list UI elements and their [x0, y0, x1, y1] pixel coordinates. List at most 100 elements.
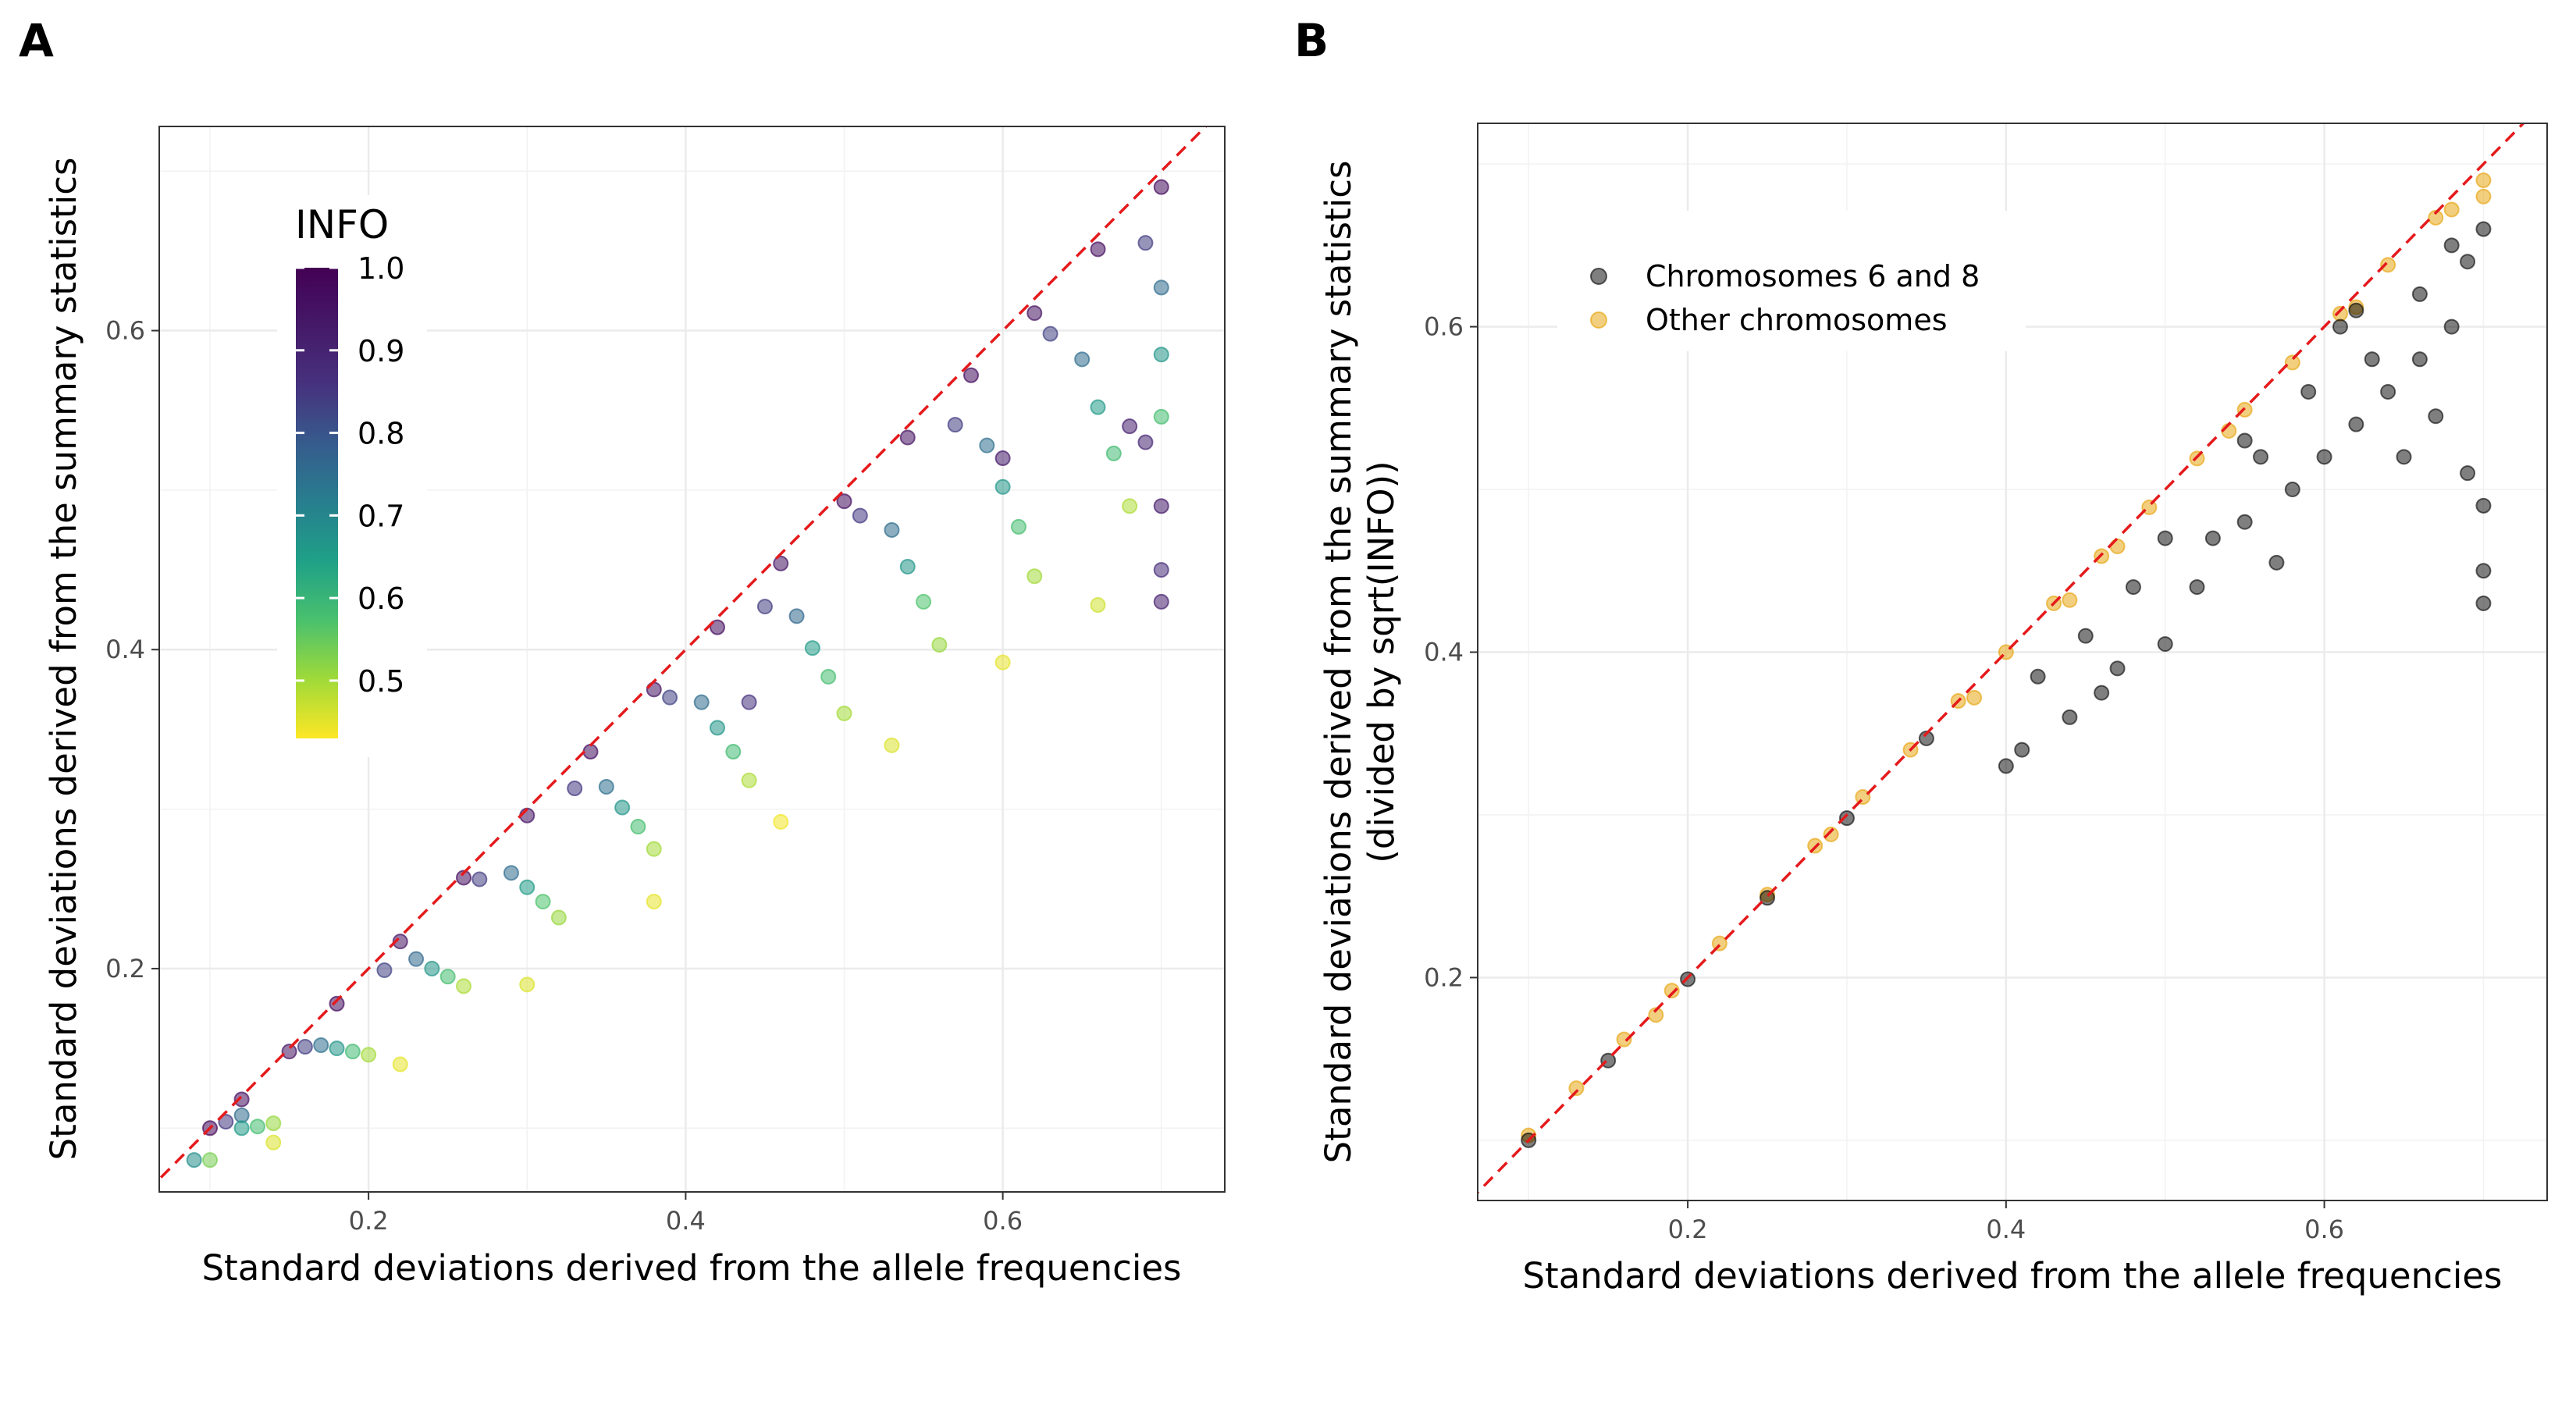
data-point: [1137, 235, 1154, 251]
data-point: [725, 744, 742, 760]
chromosome-6-8-point: [2300, 383, 2317, 400]
chromosome-6-8-point: [2460, 254, 2476, 270]
colorbar-tick-label: 0.5: [358, 664, 404, 699]
legend-key-other-chromosomes: [1590, 311, 1607, 329]
chromosome-6-8-point: [2443, 318, 2460, 335]
data-point: [567, 781, 583, 797]
chromosome-6-8-point: [2364, 351, 2380, 368]
chromosome-6-8-point: [2332, 318, 2348, 335]
legend-label-other-chromosomes: Other chromosomes: [1646, 303, 1948, 337]
chromosome-6-8-point: [2396, 449, 2412, 465]
chromosome-6-8-point: [2380, 383, 2396, 400]
colorbar-tick-label: 0.7: [358, 499, 404, 533]
data-point: [1010, 518, 1026, 535]
data-point: [535, 894, 551, 910]
data-point: [313, 1037, 329, 1054]
panel-b-y-tick-label: 0.2: [1424, 962, 1464, 992]
data-point: [884, 521, 900, 538]
data-point: [788, 608, 805, 624]
data-point: [424, 960, 440, 976]
data-point: [1122, 498, 1138, 514]
chromosome-6-8-point: [2475, 595, 2492, 611]
data-point: [202, 1152, 218, 1168]
panel-a-x-tick-label: 0.2: [349, 1206, 389, 1236]
other-chromosome-point: [2428, 209, 2444, 226]
panel-b-y-tick-label: 0.4: [1424, 637, 1464, 667]
other-chromosome-point: [1568, 1080, 1585, 1097]
data-point: [456, 978, 471, 994]
legend-label-chromosomes-6-8: Chromosomes 6 and 8: [1646, 259, 1980, 293]
data-point: [899, 558, 916, 574]
data-point: [994, 478, 1011, 495]
data-point: [1090, 399, 1106, 415]
chromosome-6-8-point: [1918, 730, 1934, 746]
colorbar-tick-label: 0.8: [358, 417, 404, 451]
chromosome-6-8-point: [2125, 579, 2141, 596]
data-point: [1137, 434, 1154, 450]
data-point: [820, 668, 837, 685]
data-point: [916, 593, 932, 610]
panel-b-frame: [1477, 123, 2548, 1201]
info-legend-title: INFO: [295, 202, 389, 247]
data-point: [804, 640, 820, 656]
chromosome-6-8-point: [2475, 221, 2492, 237]
panel-a-y-axis-title: Standard deviations derived from the sum…: [43, 158, 84, 1161]
panel-b-y-tick-label: 0.6: [1424, 312, 1464, 342]
data-point: [614, 799, 631, 816]
data-point: [249, 1119, 265, 1135]
data-point: [519, 879, 535, 895]
panel-a-y-tick-label: 0.4: [105, 635, 145, 664]
other-chromosome-point: [2062, 592, 2078, 608]
panel-b-x-tick-label: 0.6: [2304, 1215, 2344, 1244]
data-point: [741, 772, 757, 788]
panel-b-ticks: 0.2 0.4 0.6 0.2 0.4 0.6: [1424, 312, 2344, 1244]
panel-b: 0.2 0.4 0.6 0.2 0.4 0.6 Standard deviations d…: [1318, 123, 2548, 1297]
chromosome-6-8-point: [2204, 530, 2221, 546]
data-point: [1153, 179, 1169, 195]
data-point: [773, 813, 789, 830]
data-point: [884, 737, 900, 753]
chromosome-6-8-point: [2094, 685, 2110, 701]
data-point: [503, 865, 519, 881]
other-chromosome-point: [2475, 172, 2492, 188]
panel-letter-a: A: [19, 14, 54, 67]
data-point: [1153, 498, 1169, 514]
data-point: [598, 778, 614, 795]
info-color-legend: INFO 1.0 0.9 0.8 0.7 0.6 0.5: [277, 195, 427, 757]
data-point: [297, 1039, 313, 1055]
other-chromosome-point: [1648, 1007, 1664, 1023]
data-point: [979, 437, 995, 454]
info-colorbar-ticks: 1.0 0.9 0.8 0.7 0.6 0.5: [296, 251, 404, 699]
data-point: [1153, 347, 1169, 363]
data-point: [1026, 305, 1043, 322]
data-point: [186, 1152, 202, 1168]
other-chromosome-point: [1823, 826, 1839, 842]
data-point: [710, 720, 725, 736]
data-point: [218, 1114, 234, 1130]
data-point: [392, 1056, 408, 1072]
data-point: [662, 689, 678, 706]
chromosome-6-8-point: [2348, 416, 2364, 432]
chromosome-6-8-point: [2109, 660, 2126, 677]
panel-a-x-tick-label: 0.4: [666, 1206, 706, 1236]
chromosome-6-8-point: [2236, 432, 2253, 449]
data-point: [836, 705, 852, 721]
chromosome-6-8-point: [1838, 810, 1855, 827]
chromosome-6-8-point: [2189, 579, 2205, 596]
data-point: [931, 637, 948, 653]
data-point: [408, 951, 425, 967]
data-point: [693, 694, 710, 710]
chromosome-6-8-point: [2236, 514, 2253, 530]
data-point: [710, 619, 725, 635]
other-chromosome-point: [1663, 983, 1680, 999]
data-point: [630, 819, 646, 835]
data-point: [233, 1107, 250, 1123]
chromosome-6-8-point: [2157, 636, 2173, 653]
other-chromosome-point: [2284, 354, 2300, 371]
data-point: [582, 744, 599, 760]
panel-a: 0.2 0.4 0.6 0.2 0.4 0.6 Standard deviations d…: [43, 126, 1226, 1289]
chromosome-6-8-point: [2411, 286, 2428, 302]
data-point: [963, 367, 979, 383]
data-point: [519, 976, 535, 993]
